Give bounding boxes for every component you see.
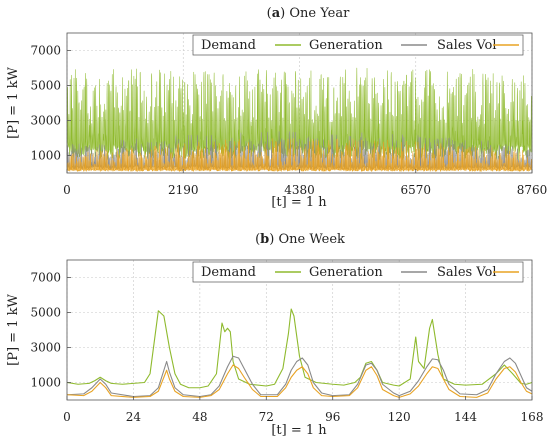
panel-a-y-axis-label: [P] = 1 kW xyxy=(6,67,21,139)
x-tick-label: 48 xyxy=(192,410,207,424)
y-tick-label: 7000 xyxy=(30,271,61,285)
legend-label: Generation xyxy=(309,265,383,280)
x-tick-label: 144 xyxy=(454,410,477,424)
x-tick-label: 0 xyxy=(63,183,71,197)
y-tick-label: 1000 xyxy=(30,149,61,163)
x-tick-label: 96 xyxy=(325,410,340,424)
panel-a-x-axis-label: [t] = 1 h xyxy=(271,195,327,210)
panel-a-tag: a xyxy=(272,6,281,21)
x-tick-label: 8760 xyxy=(517,183,548,197)
panel-one-week: (b) One Week 0 24 48 72 96 120 144 168 1000 3000 5… xyxy=(6,232,543,438)
series-line-sales-vol xyxy=(66,138,533,172)
series-line-demand xyxy=(66,308,533,389)
legend-box xyxy=(192,261,524,283)
x-tick-label: 2190 xyxy=(168,183,199,197)
y-tick-label: 3000 xyxy=(30,341,61,355)
panel-b-tag: b xyxy=(260,232,269,247)
panel-b-ticks: 0 24 48 72 96 120 144 168 1000 3000 5000 7000 xyxy=(30,271,543,425)
x-tick-label: 168 xyxy=(521,410,544,424)
x-tick-label: 0 xyxy=(63,410,71,424)
legend-label: Demand xyxy=(201,38,256,53)
legend-label: Sales Vol xyxy=(437,38,497,53)
legend-label: Sales Vol xyxy=(437,265,497,280)
y-tick-label: 5000 xyxy=(30,79,61,93)
x-tick-label: 72 xyxy=(259,410,274,424)
panel-b-series xyxy=(66,308,533,398)
panel-a-title: (a) One Year xyxy=(267,6,350,21)
series-line-sales-vol xyxy=(66,364,533,398)
legend-label: Demand xyxy=(201,265,256,280)
panel-b-legend: Demand Generation Sales Vol xyxy=(192,261,524,283)
x-tick-label: 4380 xyxy=(284,183,315,197)
y-tick-label: 7000 xyxy=(30,44,61,58)
y-tick-label: 3000 xyxy=(30,114,61,128)
x-tick-label: 6570 xyxy=(400,183,431,197)
panel-one-year: (a) One Year 0 2190 4380 6570 8760 1000 3000 50… xyxy=(6,6,547,210)
panel-b-plot-frame xyxy=(66,259,533,401)
panel-a-legend: Demand Generation Sales Vol xyxy=(192,34,524,56)
panel-a-series xyxy=(66,67,533,172)
panel-b-title-text: One Week xyxy=(278,232,345,247)
series-line-generation xyxy=(66,355,533,398)
panel-b-x-axis-label: [t] = 1 h xyxy=(271,423,327,438)
legend-box xyxy=(192,34,524,56)
panel-b-title: (b) One Week xyxy=(255,232,345,247)
panel-a-ticks: 0 2190 4380 6570 8760 1000 3000 5000 7000 xyxy=(30,44,547,198)
y-tick-label: 1000 xyxy=(30,376,61,390)
panel-b-y-axis-label: [P] = 1 kW xyxy=(6,294,21,366)
legend-label: Generation xyxy=(309,38,383,53)
x-tick-label: 120 xyxy=(388,410,411,424)
panel-a-title-text: One Year xyxy=(289,6,350,21)
y-tick-label: 5000 xyxy=(30,306,61,320)
x-tick-label: 24 xyxy=(126,410,142,424)
